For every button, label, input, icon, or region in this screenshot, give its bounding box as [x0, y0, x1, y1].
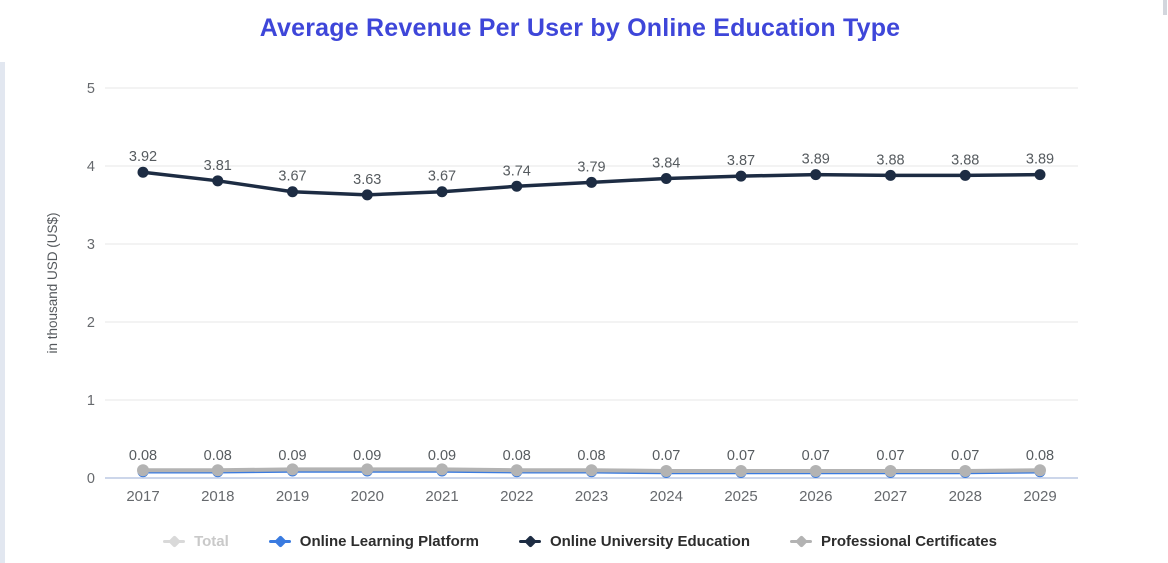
- data-point-marker[interactable]: [586, 176, 597, 188]
- x-tick-label: 2019: [276, 488, 309, 505]
- data-point-label: 3.89: [802, 152, 830, 168]
- data-point-marker[interactable]: [1034, 169, 1046, 181]
- data-point-label: 3.88: [876, 152, 904, 168]
- y-tick-label: 0: [87, 471, 95, 487]
- legend-label: Online University Education: [549, 532, 751, 550]
- legend-marker-icon: [163, 534, 186, 548]
- data-point-label: 0.07: [727, 448, 755, 464]
- series-professional-certificates: [137, 463, 1046, 477]
- chart-legend: Total Online Learning Platform Online Univ…: [0, 527, 1160, 555]
- data-point-marker[interactable]: [959, 464, 972, 477]
- data-point-label: 3.79: [577, 159, 605, 175]
- data-point-marker[interactable]: [211, 464, 224, 477]
- data-point-label: 3.84: [652, 155, 680, 171]
- legend-marker-icon: [268, 534, 291, 548]
- x-tick-label: 2022: [500, 488, 533, 505]
- data-point-marker[interactable]: [287, 186, 298, 198]
- data-point-marker[interactable]: [361, 189, 373, 201]
- data-point-marker[interactable]: [511, 180, 523, 192]
- data-point-label: 3.67: [278, 169, 306, 185]
- data-point-marker[interactable]: [660, 172, 672, 184]
- data-point-marker[interactable]: [885, 169, 896, 181]
- data-point-marker[interactable]: [510, 464, 523, 477]
- legend-item-professional-certificates[interactable]: Professional Certificates: [790, 533, 997, 550]
- data-point-label: 3.87: [727, 153, 755, 169]
- data-point-marker[interactable]: [585, 464, 598, 477]
- y-tick-label: 1: [87, 393, 95, 409]
- x-tick-label: 2021: [425, 488, 458, 505]
- data-point-label: 0.09: [428, 448, 456, 464]
- data-point-label: 3.74: [503, 163, 531, 179]
- legend-item-online-learning-platform[interactable]: Online Learning Platform: [268, 532, 479, 550]
- data-point-label: 3.63: [353, 172, 381, 188]
- data-point-label: 0.08: [129, 448, 157, 464]
- legend-item-total[interactable]: Total: [163, 533, 229, 550]
- x-tick-label: 2027: [874, 488, 907, 505]
- data-point-label: 3.92: [129, 149, 157, 165]
- data-point-marker[interactable]: [137, 166, 149, 178]
- y-tick-label: 5: [87, 81, 95, 97]
- data-point-marker[interactable]: [436, 186, 448, 198]
- scrollbar-fragment[interactable]: [1163, 0, 1167, 15]
- y-tick-label: 2: [87, 315, 95, 331]
- y-axis-title: in thousand USD (US$): [45, 212, 60, 353]
- data-point-label: 0.09: [353, 448, 381, 464]
- legend-label: Professional Certificates: [821, 532, 997, 550]
- page-edge-strip: [0, 62, 5, 563]
- x-tick-label: 2024: [650, 488, 683, 505]
- data-point-marker[interactable]: [436, 463, 448, 476]
- legend-marker-icon: [518, 534, 541, 548]
- data-point-label: 0.08: [204, 448, 232, 464]
- data-point-label: 0.09: [278, 448, 306, 464]
- x-tick-label: 2029: [1023, 488, 1056, 505]
- chart-title: Average Revenue Per User by Online Educa…: [259, 14, 901, 42]
- data-point-marker[interactable]: [810, 169, 822, 181]
- data-point-label: 0.08: [577, 448, 605, 464]
- data-point-marker[interactable]: [959, 169, 971, 181]
- x-tick-label: 2017: [126, 488, 159, 505]
- y-tick-label: 4: [87, 159, 95, 175]
- x-tick-label: 2020: [351, 488, 384, 505]
- data-point-marker[interactable]: [286, 463, 299, 476]
- data-point-label: 3.81: [204, 158, 232, 174]
- x-tick-label: 2026: [799, 488, 832, 505]
- data-point-label: 3.67: [428, 169, 456, 185]
- data-point-label: 0.07: [876, 448, 904, 464]
- data-point-label: 3.88: [951, 152, 979, 168]
- data-point-marker[interactable]: [361, 463, 374, 476]
- series-online-university-education: [137, 166, 1046, 201]
- legend-label: Total: [194, 532, 229, 550]
- x-tick-label: 2028: [949, 488, 982, 505]
- x-tick-label: 2023: [575, 488, 608, 505]
- y-tick-label: 3: [87, 237, 95, 253]
- data-point-marker[interactable]: [809, 464, 822, 477]
- legend-marker-icon: [790, 534, 813, 548]
- data-point-label: 0.07: [652, 448, 680, 464]
- data-point-marker[interactable]: [735, 464, 747, 477]
- x-tick-label: 2018: [201, 488, 234, 505]
- legend-item-online-university-education[interactable]: Online University Education: [518, 532, 751, 550]
- data-point-marker[interactable]: [1034, 464, 1046, 477]
- data-point-marker[interactable]: [212, 175, 224, 187]
- data-point-label: 0.08: [1026, 448, 1054, 464]
- data-point-label: 0.07: [802, 448, 830, 464]
- data-point-label: 3.89: [1026, 152, 1054, 168]
- data-point-marker[interactable]: [884, 464, 897, 477]
- data-point-marker[interactable]: [735, 170, 747, 182]
- data-point-marker[interactable]: [660, 464, 673, 477]
- data-point-label: 0.08: [503, 448, 531, 464]
- data-point-label: 0.07: [951, 448, 979, 464]
- legend-label: Online Learning Platform: [299, 532, 479, 550]
- data-point-marker[interactable]: [137, 464, 149, 477]
- x-tick-label: 2025: [724, 488, 757, 505]
